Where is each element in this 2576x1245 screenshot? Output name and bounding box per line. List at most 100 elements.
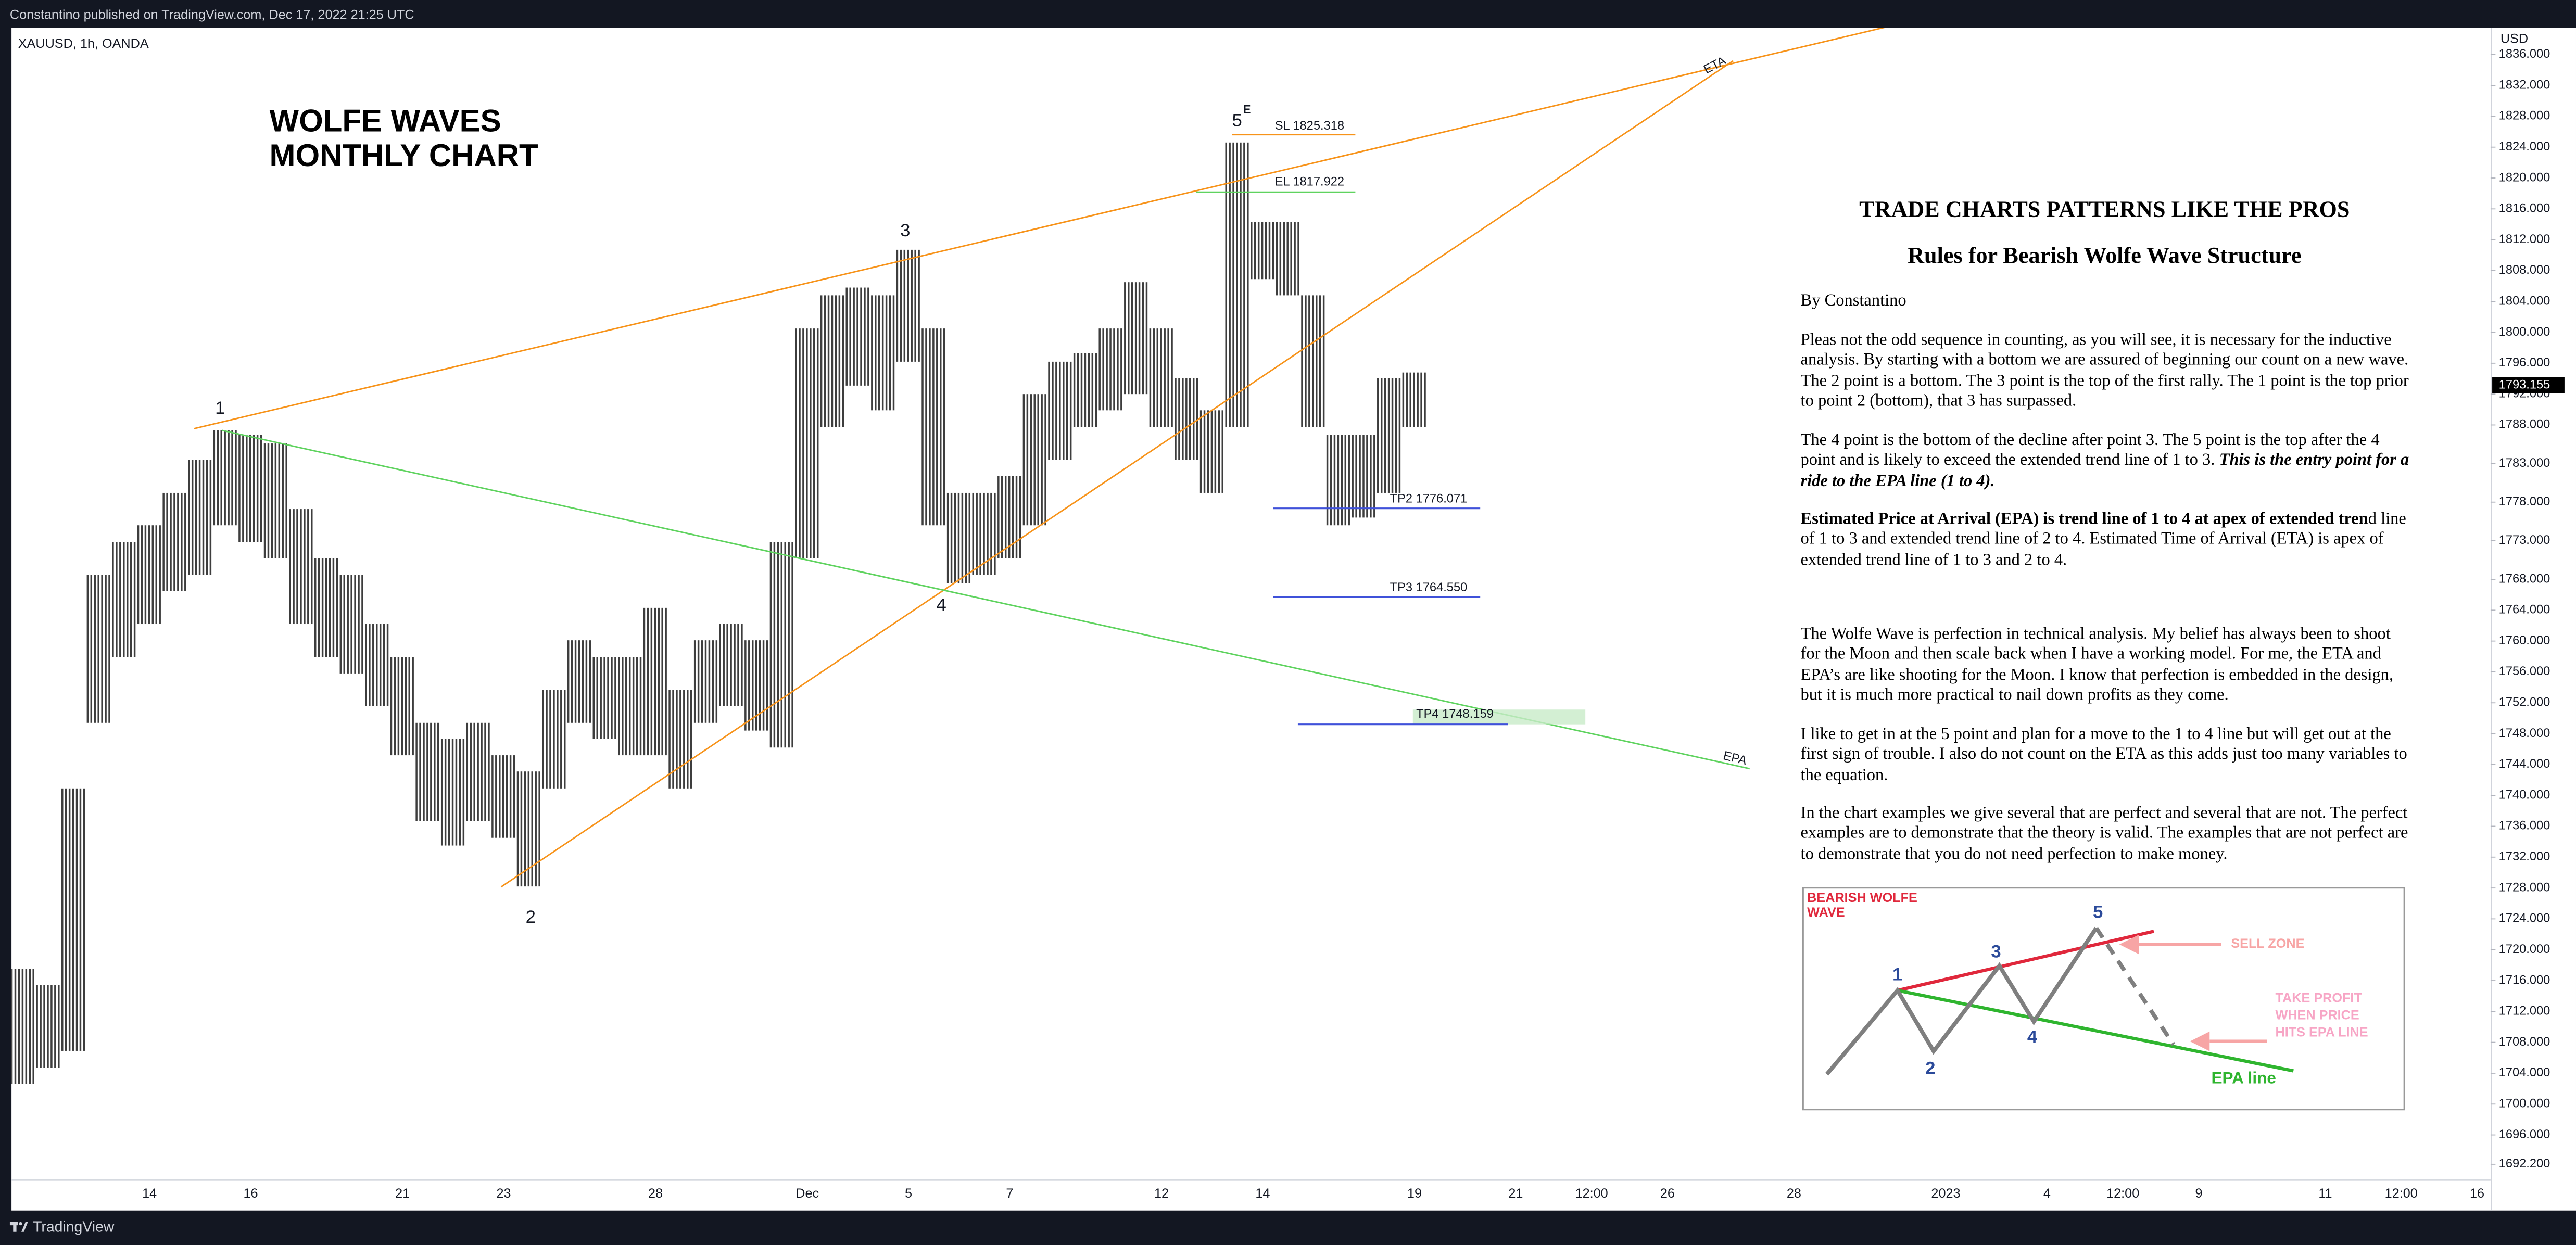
- candle-range: [440, 739, 466, 846]
- candle-range: [35, 985, 61, 1068]
- x-tick-label: 12:00: [2106, 1186, 2139, 1201]
- y-tick-label: 1804.000: [2499, 294, 2550, 308]
- x-tick-label: 4: [2043, 1186, 2051, 1201]
- candle-range: [314, 558, 339, 657]
- wave-label: 5: [1232, 111, 1242, 131]
- inset: BEARISH WOLFE WAVE SELL ZONE TAKE PROFIT…: [1802, 887, 2405, 1111]
- candle-range: [491, 755, 516, 838]
- y-tick-label: 1740.000: [2499, 788, 2550, 802]
- trend-line-2-4: [500, 60, 1734, 888]
- y-tick-label: 1764.000: [2499, 603, 2550, 617]
- candle-range: [1351, 435, 1377, 518]
- brand: TradingView: [9, 1218, 115, 1235]
- paragraph: The 4 point is the bottom of the decline…: [1801, 432, 2412, 492]
- y-tick-label: 1778.000: [2499, 495, 2550, 509]
- inset-epa-line: EPA line: [2211, 1069, 2276, 1087]
- y-tick-label: 1700.000: [2499, 1097, 2550, 1111]
- article-subheading: Rules for Bearish Wolfe Wave Structure: [1908, 245, 2302, 270]
- paragraph-emphasis: This is the entry point for a ride to th…: [1800, 452, 2409, 490]
- inset-wave: [1825, 926, 2098, 1076]
- paragraph-text: In the chart examples we give several th…: [1800, 805, 2408, 863]
- candle-range: [693, 640, 719, 723]
- wave-label: 2: [526, 907, 536, 927]
- y-tick-label: 1752.000: [2499, 696, 2550, 709]
- level-label: TP3 1764.550: [1390, 581, 1468, 594]
- wave-label: 1: [215, 398, 225, 418]
- inset-title: WAVE: [1807, 905, 1845, 920]
- inset-green-line: [1897, 988, 2294, 1073]
- symbol: XAUUSD, 1h, OANDA: [18, 36, 149, 51]
- level-label: TP2 1776.071: [1390, 492, 1468, 506]
- candle-range: [1300, 295, 1326, 427]
- trend-line-1-3: [194, 28, 1886, 430]
- x-tick-label: 5: [905, 1186, 912, 1201]
- level-label: SL 1825.318: [1275, 119, 1344, 133]
- candle-range: [516, 771, 542, 887]
- x-tick-label: 12:00: [1575, 1186, 1608, 1201]
- inset-take-profit: TAKE PROFIT: [2276, 990, 2363, 1005]
- y-tick-label: 1820.000: [2499, 171, 2550, 184]
- article-byline: By Constantino: [1800, 292, 1906, 311]
- y-tick-label: 1812.000: [2499, 233, 2550, 246]
- x-tick-label: 28: [648, 1186, 663, 1201]
- tp4-zone: [1412, 709, 1586, 725]
- candle-range: [389, 657, 415, 756]
- candle-range: [465, 722, 491, 821]
- y-tick-label: 1832.000: [2499, 78, 2550, 92]
- paragraph: The Wolfe Wave is perfection in technica…: [1801, 626, 2412, 706]
- inset-projection: [2094, 926, 2176, 1046]
- candle-range: [162, 492, 188, 591]
- level-label: EL 1817.922: [1275, 175, 1344, 189]
- x-tick-label: 23: [496, 1186, 511, 1201]
- chart-title: MONTHLY CHART: [270, 138, 538, 173]
- chart-title: WOLFE WAVES: [270, 104, 501, 138]
- candle-range: [1174, 378, 1199, 460]
- candle-range: [997, 476, 1022, 558]
- candle-range: [212, 430, 238, 526]
- y-tick-label: 1760.000: [2499, 634, 2550, 647]
- candle-range: [1377, 378, 1402, 493]
- candle-range: [136, 525, 162, 625]
- x-tick-label: 7: [1006, 1186, 1013, 1201]
- inset-point: 1: [1892, 965, 1902, 985]
- y-tick-label: 1724.000: [2499, 912, 2550, 925]
- y-tick-label: 1828.000: [2499, 109, 2550, 123]
- candle-range: [744, 640, 769, 731]
- inset-arrow: [2190, 1031, 2210, 1051]
- x-tick-label: 21: [395, 1186, 410, 1201]
- paragraph: I like to get in at the 5 point and plan…: [1801, 726, 2412, 786]
- level-label: TP4 1748.159: [1416, 707, 1494, 721]
- candle-range: [1224, 142, 1251, 427]
- logo-part: [19, 1222, 22, 1226]
- y-tick-label: 1704.000: [2499, 1066, 2550, 1079]
- article-heading: TRADE CHARTS PATTERNS LIKE THE PROS: [1859, 198, 2350, 224]
- y-tick-label: 1712.000: [2499, 1005, 2550, 1018]
- candle-range: [1123, 282, 1149, 395]
- candle-range: [921, 328, 946, 526]
- candle-range: [187, 460, 213, 575]
- x-tick-label: 9: [2195, 1186, 2202, 1201]
- inset-title: BEARISH WOLFE: [1807, 891, 1917, 905]
- paragraph: Pleas not the odd sequence in counting, …: [1801, 332, 2412, 412]
- y-tick-label: 1768.000: [2499, 572, 2550, 586]
- y-tick-label: 1728.000: [2499, 881, 2550, 894]
- last-price-label: 1793.155: [2499, 378, 2550, 391]
- y-tick-label: 1720.000: [2499, 943, 2550, 956]
- y-tick-label: 1796.000: [2499, 356, 2550, 370]
- candle-range: [592, 657, 618, 739]
- publisher: Constantino published on TradingView.com…: [10, 8, 414, 22]
- inset-point: 2: [1925, 1059, 1935, 1078]
- y-tick-label: 1808.000: [2499, 263, 2550, 277]
- y-tick-label: 1732.000: [2499, 850, 2550, 863]
- candle-range: [642, 607, 668, 756]
- candle-range: [1148, 328, 1175, 427]
- y-tick-label: 1783.000: [2499, 456, 2550, 470]
- candle-range: [668, 690, 693, 789]
- y-tick-label: 1816.000: [2499, 202, 2550, 215]
- y-tick-label: 1736.000: [2499, 819, 2550, 833]
- candle-range: [1022, 394, 1048, 526]
- candle-range: [895, 249, 921, 362]
- candle-range: [86, 575, 112, 723]
